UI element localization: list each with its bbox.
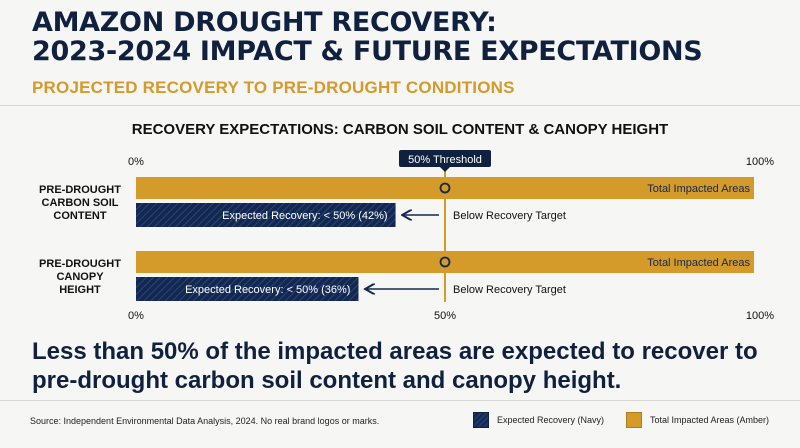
title-line-2: 2023-2024 IMPACT & FUTURE EXPECTATIONS [32,36,703,67]
bar-total-label: Total Impacted Areas [647,183,750,195]
category-label: CARBON SOIL [42,197,119,209]
category-label: CONTENT [53,210,106,222]
chart-title: RECOVERY EXPECTATIONS: CARBON SOIL CONTE… [131,121,669,138]
title-line-1: AMAZON DROUGHT RECOVERY: [32,7,497,38]
bar-expected-recovery [136,277,359,301]
key-takeaway: Less than 50% of the impacted areas are … [32,338,758,394]
below-target-label: Below Recovery Target [453,210,566,222]
bottom-tick-label: 0% [128,310,144,322]
category-label: PRE-DROUGHT [39,184,121,196]
threshold-badge-label: 50% Threshold [408,154,482,166]
category-label: CANOPY [56,271,104,283]
header-divider [0,105,800,106]
legend-label-amber: Total Impacted Areas (Amber) [650,415,770,425]
legend-item-amber: Total Impacted Areas (Amber) [626,412,769,428]
bar-recovery-label: Expected Recovery: < 50% (36%) [185,284,350,296]
top-tick-label: 0% [128,156,144,168]
bar-total-label: Total Impacted Areas [647,257,750,269]
bar-total-impacted [136,177,754,199]
legend-swatch-amber [626,412,642,428]
page-subtitle: PROJECTED RECOVERY TO PRE-DROUGHT CONDIT… [32,78,515,97]
footer: Source: Independent Environmental Data A… [0,400,800,448]
top-tick-label: 100% [746,156,774,168]
category-label: PRE-DROUGHT [39,258,121,270]
bar-expected-recovery [136,203,396,227]
bar-total-impacted [136,251,754,273]
bar-recovery-label: Expected Recovery: < 50% (42%) [222,210,387,222]
threshold-badge-pointer [440,167,450,172]
bottom-tick-label: 100% [746,310,774,322]
source-note: Source: Independent Environmental Data A… [30,416,380,426]
legend-label-navy: Expected Recovery (Navy) [497,415,605,425]
threshold-badge [399,150,491,167]
bottom-tick-label: 50% [434,310,456,322]
legend-swatch-navy [473,412,489,428]
threshold-marker-icon [439,256,451,268]
below-target-label: Below Recovery Target [453,284,566,296]
category-label: HEIGHT [59,284,101,296]
page-title: AMAZON DROUGHT RECOVERY: 2023-2024 IMPAC… [32,8,782,66]
threshold-marker-icon [439,182,451,194]
legend-item-navy: Expected Recovery (Navy) [473,412,604,428]
